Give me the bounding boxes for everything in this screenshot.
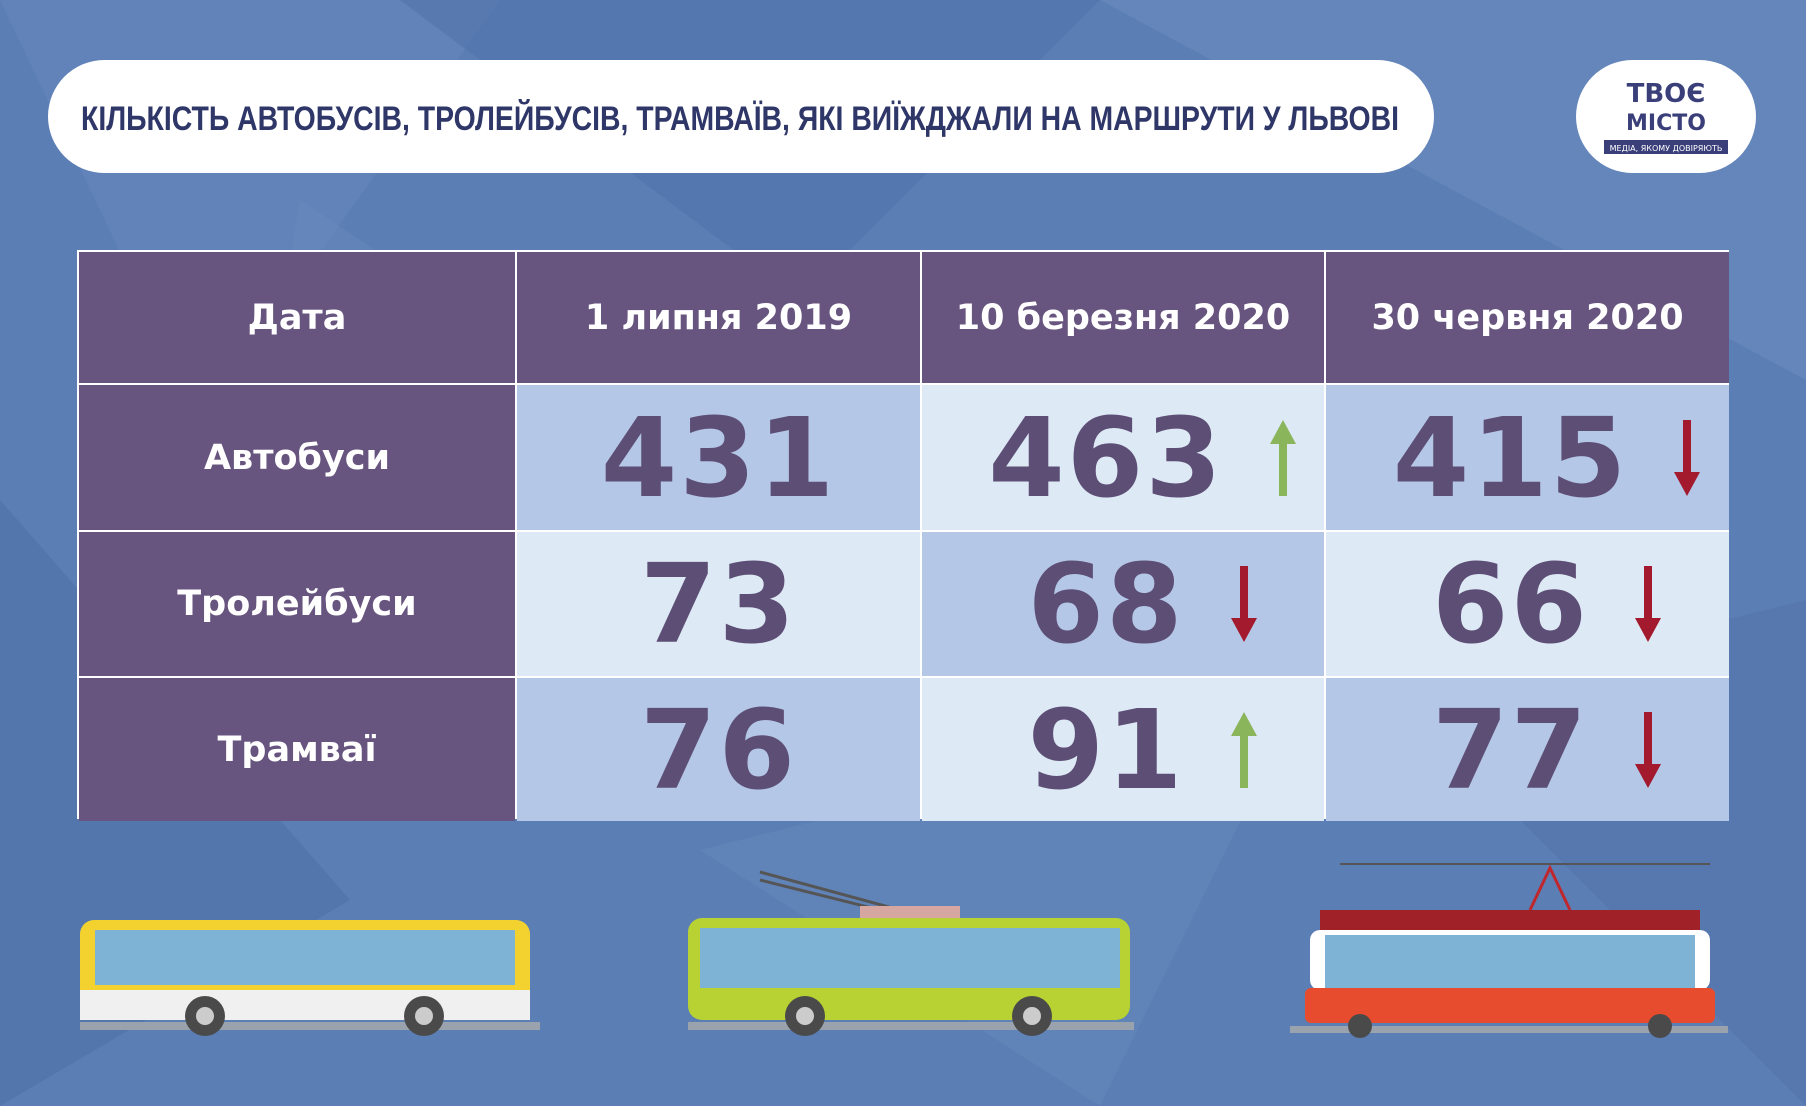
- logo-tag-bg: [1604, 140, 1728, 154]
- title-svg: КІЛЬКІСТЬ АВТОБУСІВ, ТРОЛЕЙБУСІВ, ТРАМВА…: [81, 99, 1399, 138]
- value-cell: 91: [922, 678, 1324, 821]
- column-header: 1 липня 2019: [517, 252, 920, 383]
- value: 77: [1431, 685, 1590, 814]
- logo-tagline: МЕДІА, ЯКОМУ ДОВІРЯЮТЬ: [1610, 144, 1723, 153]
- value: 91: [1027, 685, 1185, 814]
- data-table: Дата 1 липня 2019 10 березня 2020 30 червня…: [77, 250, 1729, 821]
- value: 73: [639, 540, 798, 668]
- title: КІЛЬКІСТЬ АВТОБУСІВ, ТРОЛЕЙБУСІВ, ТРАМВА…: [81, 99, 1399, 138]
- logo-line2: МІСТО: [1626, 111, 1706, 136]
- column-header: 30 червня 2020: [1326, 252, 1729, 383]
- value: 68: [1027, 540, 1185, 668]
- value: 76: [639, 685, 798, 814]
- row-label: Трамваї: [79, 678, 515, 821]
- trend-arrow-up: [1230, 711, 1257, 788]
- value: 431: [600, 393, 837, 522]
- value: 66: [1431, 540, 1590, 668]
- value: 463: [988, 393, 1224, 522]
- value-cell: 415: [1326, 385, 1729, 530]
- logo-svg: ТВОЄ МІСТО МЕДІА, ЯКОМУ ДОВІРЯЮТЬ: [1604, 79, 1728, 154]
- arrow-shape: [1635, 711, 1662, 788]
- value-cell: 77: [1326, 678, 1729, 821]
- value-cell: 76: [517, 678, 920, 821]
- arrow-shape: [1230, 566, 1257, 642]
- bus-illustration: [80, 920, 540, 1036]
- tram-illustration: [1290, 863, 1728, 1038]
- value-cell: 73: [517, 532, 920, 676]
- arrow-shape: [1635, 566, 1662, 642]
- arrow-shape: [1674, 419, 1701, 496]
- arrow-shape: [1269, 419, 1296, 496]
- arrow-shape: [1230, 711, 1257, 788]
- value: 415: [1392, 393, 1629, 522]
- column-header: 10 березня 2020: [922, 252, 1324, 383]
- trend-arrow-down: [1635, 711, 1662, 788]
- trend-arrow-down: [1230, 566, 1257, 642]
- value-cell: 68: [922, 532, 1324, 676]
- column-header: Дата: [79, 252, 515, 383]
- row-label: Тролейбуси: [79, 532, 515, 676]
- value-cell: 431: [517, 385, 920, 530]
- row-label: Автобуси: [79, 385, 515, 530]
- trend-arrow-down: [1635, 566, 1662, 642]
- title-banner: КІЛЬКІСТЬ АВТОБУСІВ, ТРОЛЕЙБУСІВ, ТРАМВА…: [48, 60, 1434, 173]
- value-cell: 463: [922, 385, 1324, 530]
- trend-arrow-up: [1269, 419, 1296, 496]
- logo-line1: ТВОЄ: [1627, 79, 1706, 109]
- logo: ТВОЄ МІСТО МЕДІА, ЯКОМУ ДОВІРЯЮТЬ: [1576, 60, 1756, 173]
- trolleybus-illustration: [688, 870, 1134, 1036]
- trend-arrow-down: [1674, 419, 1701, 496]
- value-cell: 66: [1326, 532, 1729, 676]
